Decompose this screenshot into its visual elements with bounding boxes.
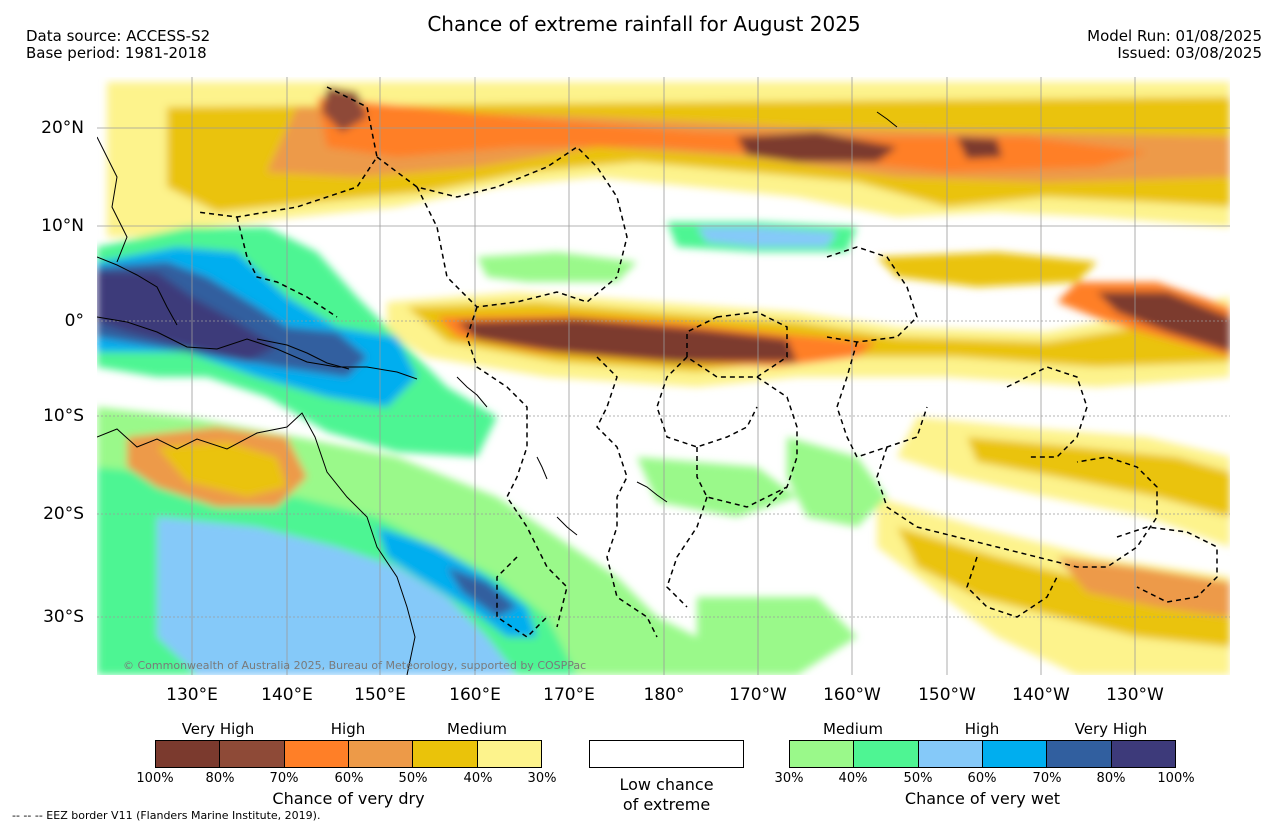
dry-swatch-3 xyxy=(284,741,349,767)
low-chance-swatch xyxy=(589,740,744,768)
lat-label-20s: 20°S xyxy=(43,504,84,524)
lon-label-160e: 160°E xyxy=(449,685,501,705)
dry-colorbar xyxy=(155,740,542,768)
base-period-text: Base period: 1981-2018 xyxy=(26,44,207,62)
wet-swatch-5 xyxy=(1047,741,1112,767)
dry-tick: 100% xyxy=(136,771,174,786)
lon-label-130w: 130°W xyxy=(1106,685,1164,705)
coastlines xyxy=(97,111,898,675)
lon-label-170w: 170°W xyxy=(729,685,787,705)
wet-swatch-4 xyxy=(982,741,1048,767)
model-run-text: Model Run: 01/08/2025 xyxy=(1087,27,1262,45)
dry-swatch-1 xyxy=(156,741,221,767)
lon-label-140w: 140°W xyxy=(1012,685,1070,705)
wet-tick: 40% xyxy=(838,771,868,786)
dry-label-very-high: Very High xyxy=(181,720,255,738)
wet-swatch-6 xyxy=(1111,741,1175,767)
dry-swatch-2 xyxy=(220,741,285,767)
wet-tick: 50% xyxy=(903,771,933,786)
wet-tick: 70% xyxy=(1032,771,1062,786)
rainfall-shading xyxy=(97,82,1230,675)
wet-label-high: High xyxy=(964,720,1000,738)
lat-label-10s: 10°S xyxy=(43,406,84,426)
dry-tick: 30% xyxy=(527,771,557,786)
wet-colorbar xyxy=(789,740,1176,768)
dry-swatch-6 xyxy=(477,741,541,767)
eez-footnote: -- -- -- EEZ border V11 (Flanders Marine… xyxy=(12,809,321,822)
issued-text: Issued: 03/08/2025 xyxy=(1117,44,1262,62)
wet-tick: 30% xyxy=(774,771,804,786)
lon-label-150w: 150°W xyxy=(918,685,976,705)
wet-tick: 80% xyxy=(1096,771,1126,786)
eez-borders xyxy=(196,86,1218,638)
lon-label-150e: 150°E xyxy=(354,685,406,705)
dry-label-medium: Medium xyxy=(447,720,507,738)
lat-label-20n: 20°N xyxy=(41,118,84,138)
copyright-text: © Commonwealth of Australia 2025, Bureau… xyxy=(123,659,587,672)
rainfall-map: © Commonwealth of Australia 2025, Bureau… xyxy=(97,77,1230,675)
dry-swatch-5 xyxy=(413,741,478,767)
lon-label-160w: 160°W xyxy=(823,685,881,705)
wet-label-medium: Medium xyxy=(823,720,883,738)
lat-label-equator: 0° xyxy=(64,311,84,331)
wet-tick: 100% xyxy=(1157,771,1195,786)
lat-label-30s: 30°S xyxy=(43,607,84,627)
dry-tick: 60% xyxy=(334,771,364,786)
lon-label-130e: 130°E xyxy=(166,685,218,705)
wet-swatch-3 xyxy=(918,741,983,767)
map-title: Chance of extreme rainfall for August 20… xyxy=(427,12,861,36)
low-chance-line1: Low chance xyxy=(619,775,714,794)
dry-label-high: High xyxy=(330,720,366,738)
dry-tick: 50% xyxy=(398,771,428,786)
dry-tick: 40% xyxy=(463,771,493,786)
dry-tick: 80% xyxy=(205,771,235,786)
wet-swatch-1 xyxy=(790,741,855,767)
lon-label-180: 180° xyxy=(643,685,685,705)
low-chance-line2: of extreme xyxy=(622,795,711,814)
lat-label-10n: 10°N xyxy=(41,216,84,236)
dry-legend-title: Chance of very dry xyxy=(272,789,425,808)
wet-tick: 60% xyxy=(967,771,997,786)
lon-label-170e: 170°E xyxy=(543,685,595,705)
wet-label-very-high: Very High xyxy=(1074,720,1148,738)
wet-swatch-2 xyxy=(854,741,919,767)
wet-legend-title: Chance of very wet xyxy=(904,789,1061,808)
lon-label-140e: 140°E xyxy=(261,685,313,705)
graticule xyxy=(97,77,1230,675)
dry-swatch-4 xyxy=(348,741,414,767)
data-source-text: Data source: ACCESS-S2 xyxy=(26,27,211,45)
dry-tick: 70% xyxy=(269,771,299,786)
